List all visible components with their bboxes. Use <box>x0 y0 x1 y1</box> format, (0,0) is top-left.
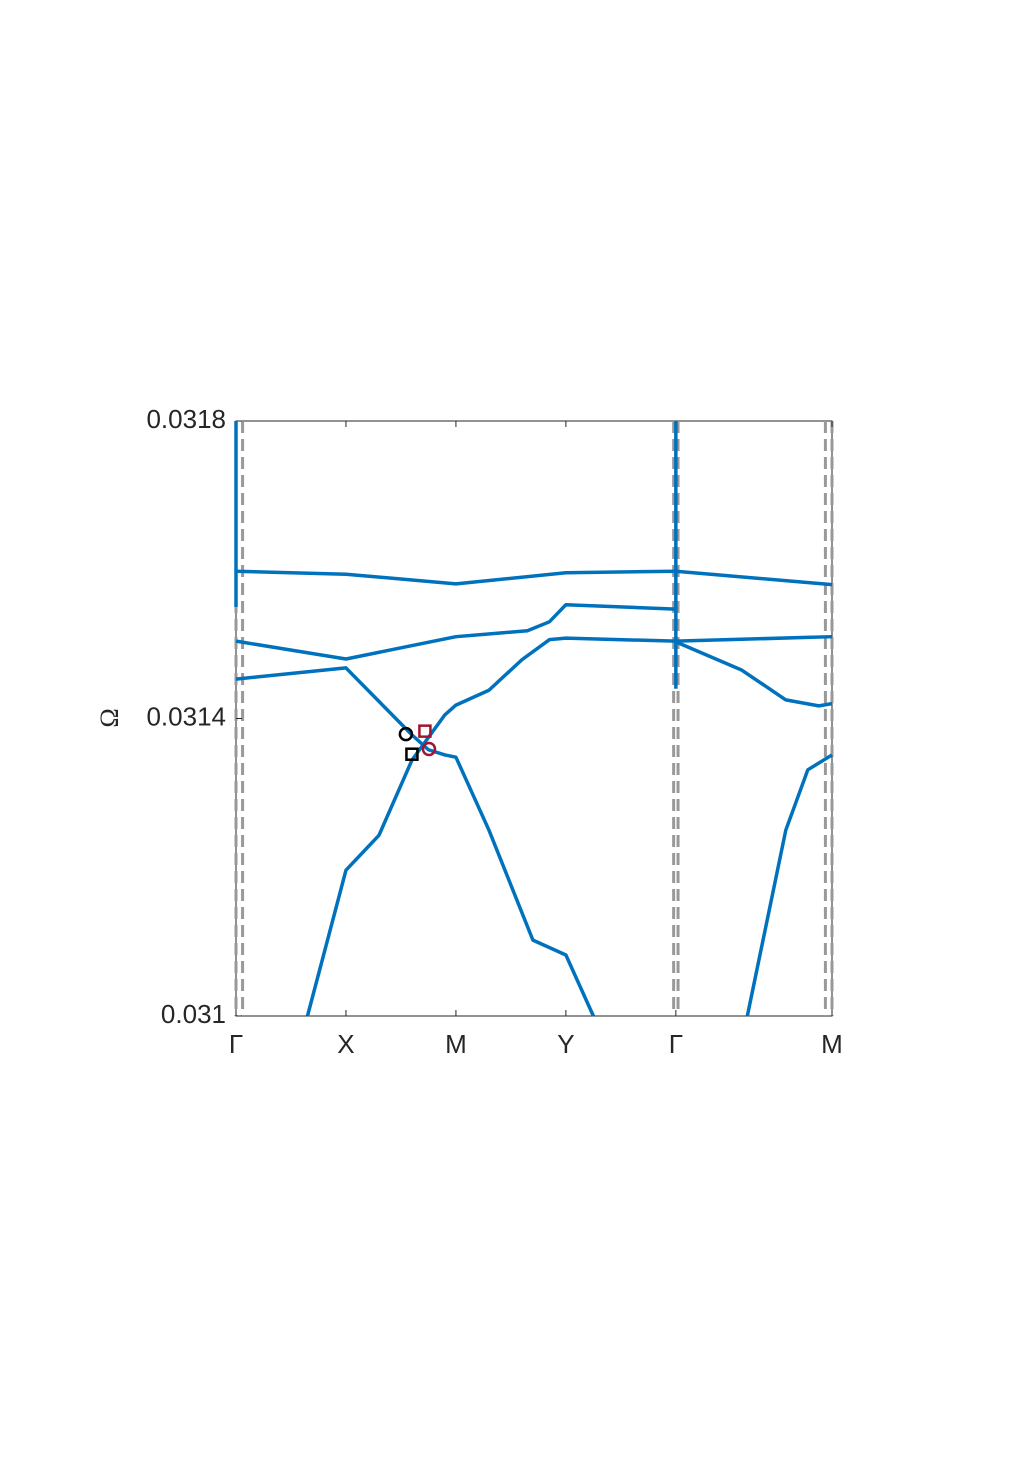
x-tick-label: M <box>821 1029 843 1059</box>
marker <box>398 726 414 742</box>
marker <box>421 741 437 757</box>
x-tick-label: Γ <box>669 1029 683 1059</box>
y-tick-label: 0.0314 <box>146 701 226 731</box>
band-line <box>305 634 833 1017</box>
x-tick-label: X <box>337 1029 354 1059</box>
y-axis-label: Ω <box>95 708 124 727</box>
y-tick-label: 0.031 <box>161 999 226 1029</box>
band-line <box>675 640 833 708</box>
x-tick-label: M <box>445 1029 467 1059</box>
x-tick-label: Γ <box>229 1029 243 1059</box>
band-line <box>235 666 595 1017</box>
x-tick-label: Y <box>557 1029 574 1059</box>
band-line <box>235 569 833 587</box>
marker <box>405 747 419 761</box>
y-tick-label: 0.0318 <box>146 404 226 434</box>
marker <box>418 724 432 738</box>
band-line <box>745 753 833 1017</box>
plot-area <box>235 420 833 1017</box>
band-line <box>235 602 676 661</box>
